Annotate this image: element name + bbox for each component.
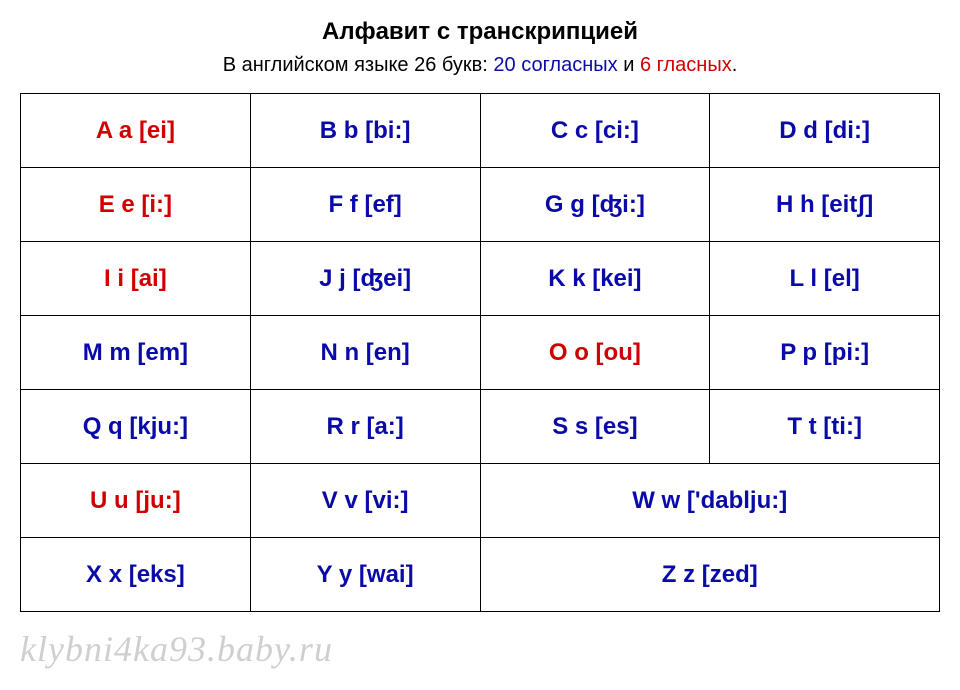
subtitle-consonant-word: согласных	[516, 54, 618, 76]
alphabet-cell: S s [es]	[480, 390, 710, 464]
alphabet-cell: R r [a:]	[250, 390, 480, 464]
table-row: U u [ju:]V v [vi:]W w ['dablju:]	[21, 464, 940, 538]
alphabet-cell: T t [ti:]	[710, 390, 940, 464]
alphabet-cell: K k [kei]	[480, 242, 710, 316]
alphabet-cell: X x [eks]	[21, 538, 251, 612]
alphabet-cell: U u [ju:]	[21, 464, 251, 538]
subtitle-vowel-count: 6	[640, 54, 651, 76]
table-row: E e [i:]F f [ef]G g [ʤi:]H h [eitʃ]	[21, 168, 940, 242]
table-row: M m [em]N n [en]O o [ou]P p [pi:]	[21, 316, 940, 390]
subtitle-suffix: .	[732, 54, 738, 76]
table-row: X x [eks]Y y [wai]Z z [zed]	[21, 538, 940, 612]
alphabet-cell: C c [ci:]	[480, 94, 710, 168]
alphabet-cell: A a [ei]	[21, 94, 251, 168]
alphabet-cell: L l [el]	[710, 242, 940, 316]
alphabet-cell: J j [ʤei]	[250, 242, 480, 316]
alphabet-cell: I i [ai]	[21, 242, 251, 316]
alphabet-cell: Y y [wai]	[250, 538, 480, 612]
alphabet-tbody: A a [ei]B b [bi:]C c [ci:]D d [di:]E e […	[21, 94, 940, 612]
table-row: I i [ai]J j [ʤei]K k [kei]L l [el]	[21, 242, 940, 316]
alphabet-cell: F f [ef]	[250, 168, 480, 242]
alphabet-cell: V v [vi:]	[250, 464, 480, 538]
alphabet-cell: M m [em]	[21, 316, 251, 390]
alphabet-cell: Z z [zed]	[480, 538, 940, 612]
page: Алфавит с транскрипцией В английском язы…	[0, 0, 960, 612]
alphabet-cell: B b [bi:]	[250, 94, 480, 168]
alphabet-cell: D d [di:]	[710, 94, 940, 168]
subtitle-and: и	[618, 54, 640, 76]
alphabet-cell: P p [pi:]	[710, 316, 940, 390]
table-row: Q q [kju:]R r [a:]S s [es]T t [ti:]	[21, 390, 940, 464]
subtitle-total-count: 26	[414, 54, 436, 76]
table-row: A a [ei]B b [bi:]C c [ci:]D d [di:]	[21, 94, 940, 168]
watermark: klybni4ka93.baby.ru	[20, 628, 333, 670]
page-title: Алфавит с транскрипцией	[20, 18, 940, 46]
alphabet-cell: E e [i:]	[21, 168, 251, 242]
subtitle-total-word: букв:	[436, 54, 493, 76]
alphabet-cell: N n [en]	[250, 316, 480, 390]
alphabet-cell: Q q [kju:]	[21, 390, 251, 464]
alphabet-table: A a [ei]B b [bi:]C c [ci:]D d [di:]E e […	[20, 93, 940, 612]
alphabet-cell: O o [ou]	[480, 316, 710, 390]
subtitle-consonant-count: 20	[493, 54, 515, 76]
subtitle-vowel-word: гласных	[651, 54, 732, 76]
subtitle-prefix: В английском языке	[223, 54, 414, 76]
alphabet-cell: W w ['dablju:]	[480, 464, 940, 538]
subtitle: В английском языке 26 букв: 20 согласных…	[20, 54, 940, 77]
alphabet-cell: G g [ʤi:]	[480, 168, 710, 242]
alphabet-cell: H h [eitʃ]	[710, 168, 940, 242]
